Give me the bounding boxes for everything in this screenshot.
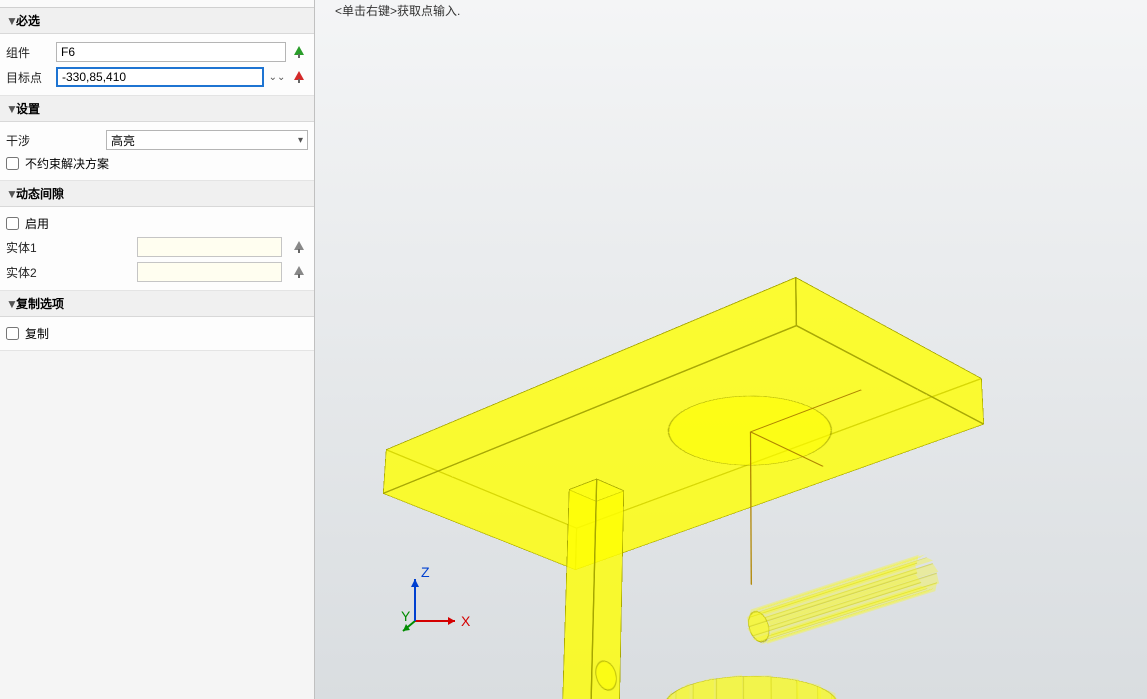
- no-constraint-label: 不约束解决方案: [25, 155, 109, 172]
- section-header-required[interactable]: ▼ 必选: [0, 8, 314, 34]
- section-body-required: 组件 目标点 ⌄⌄: [0, 34, 314, 96]
- entity2-label: 实体2: [6, 264, 66, 281]
- section-header-clearance[interactable]: ▼ 动态间隙: [0, 181, 314, 207]
- view-triad: X Y Z: [400, 559, 480, 639]
- section-body-settings: 干涉 高亮 不约束解决方案: [0, 122, 314, 181]
- triad-z-label: Z: [421, 564, 430, 580]
- triad-x-label: X: [461, 613, 471, 629]
- collapse-icon: ▼: [6, 187, 16, 201]
- cylinder-strip: [743, 675, 775, 699]
- collapse-icon: ▼: [6, 297, 16, 311]
- properties-panel: ▼ 必选 组件 目标点 ⌄⌄ ▼ 设置 干涉 高亮: [0, 0, 315, 699]
- interference-dropdown[interactable]: 高亮: [106, 130, 308, 150]
- entity1-label: 实体1: [6, 239, 66, 256]
- triad-y-label: Y: [401, 608, 411, 624]
- entity2-pick-icon[interactable]: [290, 263, 308, 281]
- cylinder-strip: [715, 675, 743, 699]
- component-input[interactable]: [56, 42, 286, 62]
- panel-toolbar-stub: [0, 0, 314, 8]
- section-title: 必选: [16, 12, 40, 29]
- viewport-hint: <单击右键>获取点输入.: [335, 2, 460, 19]
- component-pick-icon[interactable]: [290, 43, 308, 61]
- section-title: 复制选项: [16, 295, 64, 312]
- interference-value: 高亮: [111, 132, 135, 149]
- cylinder-strip: [770, 677, 802, 699]
- triad-z-arrow: [411, 579, 419, 587]
- section-title: 设置: [16, 100, 40, 117]
- collapse-icon: ▼: [6, 14, 16, 28]
- section-body-copy: 复制: [0, 317, 314, 351]
- triad-x-arrow: [448, 617, 455, 625]
- viewport-3d[interactable]: <单击右键>获取点输入.: [315, 0, 1147, 699]
- component-label: 组件: [6, 44, 56, 61]
- target-pick-icon[interactable]: [290, 68, 308, 86]
- entity1-pick-icon[interactable]: [290, 238, 308, 256]
- target-label: 目标点: [6, 69, 56, 86]
- section-header-copy[interactable]: ▼ 复制选项: [0, 291, 314, 317]
- section-body-clearance: 启用 实体1 实体2: [0, 207, 314, 291]
- copy-label: 复制: [25, 325, 49, 342]
- scene: [375, 200, 1075, 699]
- interference-label: 干涉: [6, 132, 106, 149]
- enable-clearance-label: 启用: [25, 215, 49, 232]
- target-point-input[interactable]: [56, 67, 264, 87]
- collapse-icon: ▼: [6, 102, 16, 116]
- target-expand-icon[interactable]: ⌄⌄: [268, 68, 286, 86]
- enable-clearance-checkbox[interactable]: [6, 217, 19, 230]
- copy-checkbox[interactable]: [6, 327, 19, 340]
- no-constraint-checkbox[interactable]: [6, 157, 19, 170]
- entity2-input[interactable]: [137, 262, 282, 282]
- section-header-settings[interactable]: ▼ 设置: [0, 96, 314, 122]
- section-title: 动态间隙: [16, 185, 64, 202]
- entity1-input[interactable]: [137, 237, 282, 257]
